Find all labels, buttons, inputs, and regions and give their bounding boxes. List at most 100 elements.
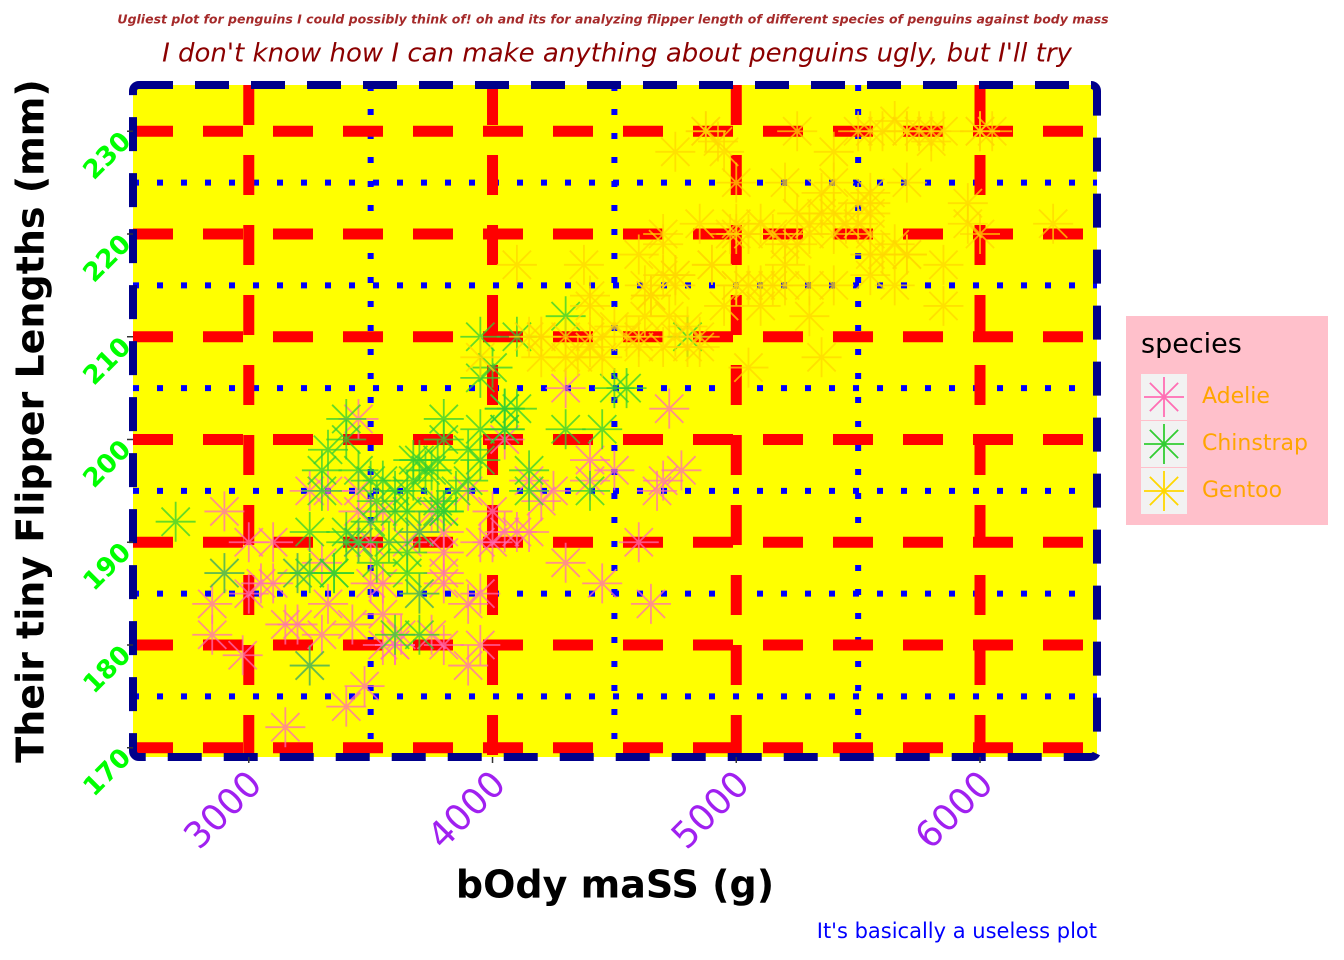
point	[448, 645, 489, 686]
point	[850, 255, 891, 296]
point	[155, 501, 196, 542]
point	[545, 368, 586, 409]
point	[710, 213, 751, 254]
point	[545, 337, 586, 378]
point	[314, 553, 355, 594]
point	[521, 481, 562, 522]
point	[960, 213, 1000, 254]
point	[240, 563, 281, 604]
points	[155, 100, 1074, 748]
point	[301, 614, 342, 655]
x-axis-label: bOdy maSS (g)	[456, 863, 774, 907]
point	[545, 316, 586, 357]
point	[960, 111, 1000, 152]
point	[326, 419, 367, 460]
y-tick-label: 170	[78, 743, 138, 803]
point	[570, 275, 611, 316]
point	[472, 347, 513, 388]
point	[813, 265, 854, 306]
point	[496, 244, 537, 285]
point	[704, 285, 745, 326]
point	[850, 234, 891, 275]
point	[362, 594, 403, 635]
point	[1033, 203, 1074, 244]
point	[570, 316, 611, 357]
legend-symbol	[1144, 471, 1184, 511]
point	[643, 255, 684, 296]
point	[624, 265, 665, 306]
point	[521, 337, 562, 378]
y-tick-label: 210	[78, 332, 138, 392]
point	[338, 491, 379, 532]
point	[752, 213, 793, 254]
legend-title: species	[1141, 329, 1242, 360]
point	[387, 470, 428, 511]
point	[265, 604, 306, 645]
point	[399, 511, 440, 552]
point	[667, 306, 708, 347]
point	[594, 306, 635, 347]
point	[563, 244, 604, 285]
point	[460, 440, 501, 481]
legend-label: Chinstrap	[1202, 431, 1308, 456]
point	[326, 522, 367, 563]
point	[301, 470, 342, 511]
point	[697, 121, 738, 162]
point	[338, 450, 379, 491]
point	[777, 193, 818, 234]
point	[545, 542, 586, 583]
point	[423, 625, 464, 665]
point	[472, 491, 513, 532]
point	[624, 296, 665, 337]
point	[460, 337, 501, 378]
point	[472, 522, 513, 563]
point	[484, 409, 525, 450]
point	[643, 460, 684, 501]
point	[582, 563, 623, 604]
legend: Adelie Chinstrap Gentoo	[1141, 374, 1308, 514]
point	[521, 316, 562, 357]
point	[716, 162, 757, 203]
point	[740, 265, 781, 306]
point	[661, 450, 702, 491]
point	[332, 604, 373, 645]
point	[947, 203, 988, 244]
point	[307, 583, 348, 624]
legend-label: Gentoo	[1202, 478, 1282, 503]
point	[289, 511, 330, 552]
point	[460, 573, 501, 614]
point	[356, 542, 397, 583]
point	[301, 450, 342, 491]
point	[387, 553, 428, 594]
point	[874, 265, 915, 306]
point	[326, 398, 367, 439]
chart-subtitle: I don't know how I can make anything abo…	[162, 39, 1072, 69]
point	[740, 285, 781, 326]
point	[947, 183, 988, 224]
point	[899, 111, 940, 152]
point	[704, 131, 745, 172]
point	[289, 645, 330, 686]
point	[423, 511, 464, 552]
point	[368, 522, 409, 563]
point	[192, 614, 233, 655]
point	[228, 573, 269, 614]
point	[484, 388, 525, 429]
point	[265, 707, 306, 748]
point	[307, 429, 348, 470]
point	[222, 635, 263, 676]
point	[923, 244, 964, 285]
point	[649, 296, 690, 337]
point	[509, 470, 550, 511]
point	[448, 583, 489, 624]
point	[387, 532, 428, 573]
point	[765, 265, 806, 306]
point	[570, 470, 611, 511]
point	[460, 409, 501, 450]
point	[289, 553, 330, 594]
point	[192, 583, 233, 624]
point	[874, 100, 915, 141]
point	[685, 111, 726, 152]
point	[655, 316, 696, 357]
